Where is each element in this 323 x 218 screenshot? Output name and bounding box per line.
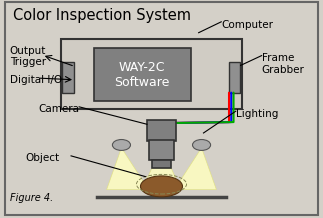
FancyBboxPatch shape bbox=[5, 2, 318, 215]
FancyBboxPatch shape bbox=[147, 120, 176, 141]
Polygon shape bbox=[142, 168, 181, 190]
Text: Object: Object bbox=[26, 153, 60, 163]
Polygon shape bbox=[174, 148, 216, 190]
FancyBboxPatch shape bbox=[149, 140, 174, 160]
Text: Digital I/O: Digital I/O bbox=[10, 75, 62, 85]
FancyBboxPatch shape bbox=[61, 39, 242, 109]
FancyBboxPatch shape bbox=[229, 62, 240, 93]
Text: Figure 4.: Figure 4. bbox=[10, 193, 53, 203]
Ellipse shape bbox=[112, 140, 130, 150]
Ellipse shape bbox=[141, 176, 182, 197]
Text: WAY-2C
Software: WAY-2C Software bbox=[114, 61, 170, 89]
FancyBboxPatch shape bbox=[62, 62, 74, 93]
Text: Camera: Camera bbox=[39, 104, 80, 114]
Ellipse shape bbox=[193, 140, 211, 150]
Text: Computer: Computer bbox=[221, 20, 273, 30]
Text: Lighting: Lighting bbox=[236, 109, 278, 119]
Text: Output
Trigger: Output Trigger bbox=[10, 46, 46, 67]
FancyBboxPatch shape bbox=[152, 160, 171, 168]
Text: Color Inspection System: Color Inspection System bbox=[13, 8, 191, 23]
Polygon shape bbox=[107, 148, 149, 190]
FancyBboxPatch shape bbox=[94, 48, 191, 101]
Text: Frame
Grabber: Frame Grabber bbox=[262, 53, 305, 75]
